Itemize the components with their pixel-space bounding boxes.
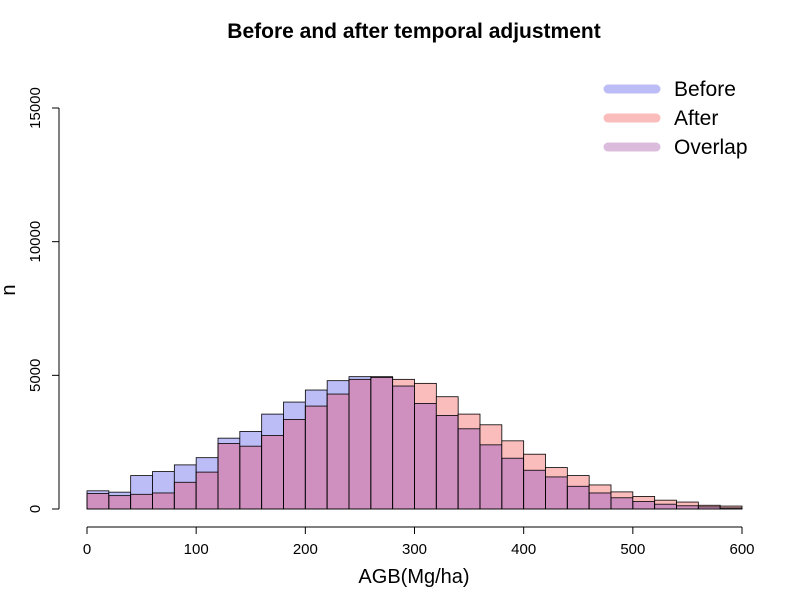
bar-after-15 [414, 383, 437, 404]
bar-overlap-1 [108, 495, 131, 509]
y-axis: 0 5000 10000 15000 [27, 87, 60, 513]
x-tick-label-0: 0 [83, 541, 91, 558]
bar-outline-after-29 [719, 505, 743, 510]
bar-after-14 [392, 379, 415, 387]
x-tick-label-5: 500 [620, 541, 645, 558]
bar-after-17 [458, 414, 480, 429]
x-tick-label-1: 100 [184, 541, 209, 558]
y-tick-label-0: 0 [27, 505, 44, 513]
x-tick-label-4: 400 [511, 541, 536, 558]
x-axis-label: AGB(Mg/ha) [358, 566, 469, 588]
bar-after-21 [545, 467, 568, 477]
bar-overlap-11 [327, 394, 349, 509]
bar-after-18 [480, 424, 502, 445]
bar-overlap-17 [458, 428, 480, 509]
y-tick-label-2: 10000 [27, 221, 44, 263]
bar-overlap-21 [545, 476, 568, 509]
bar-overlap-0 [87, 493, 109, 509]
legend-label-before: Before [674, 78, 736, 101]
bar-overlap-19 [501, 458, 524, 509]
bar-before-6 [218, 438, 240, 444]
bar-overlap-26 [654, 504, 677, 509]
bar-before-4 [174, 464, 197, 483]
bar-after-13 [370, 376, 393, 378]
bar-overlap-3 [152, 492, 175, 509]
chart-title: Before and after temporal adjustment [227, 20, 600, 43]
legend-label-after: After [674, 107, 718, 130]
bar-overlap-28 [698, 506, 721, 509]
bar-after-23 [589, 484, 611, 493]
bar-overlap-4 [174, 482, 197, 509]
bar-overlap-2 [130, 494, 153, 509]
bar-overlap-18 [480, 444, 502, 509]
bar-overlap-20 [523, 470, 546, 509]
bar-overlap-10 [305, 406, 328, 509]
bar-after-16 [436, 396, 459, 416]
bar-overlap-7 [239, 446, 262, 509]
bar-overlap-6 [218, 443, 240, 509]
bar-after-22 [567, 475, 590, 487]
bar-overlap-13 [370, 377, 393, 509]
y-tick-label-1: 5000 [27, 359, 44, 392]
x-axis: 0 100 200 300 400 500 600 [83, 526, 755, 558]
bar-overlap-24 [611, 497, 633, 509]
bar-before-10 [305, 390, 328, 407]
bar-overlap-9 [283, 419, 306, 509]
bar-before-11 [327, 380, 349, 395]
x-tick-label-6: 600 [729, 541, 754, 558]
bars-group [86, 376, 743, 510]
bar-overlap-25 [632, 501, 655, 509]
bar-before-1 [108, 492, 131, 496]
bar-after-24 [611, 491, 633, 498]
bar-before-8 [261, 414, 284, 436]
bar-overlap-5 [196, 472, 218, 509]
bar-before-5 [196, 457, 218, 473]
bar-before-7 [239, 431, 262, 447]
bar-after-26 [654, 500, 677, 505]
bar-after-29 [720, 506, 742, 508]
y-tick-label-3: 15000 [27, 87, 44, 129]
bar-overlap-14 [392, 386, 415, 509]
bar-before-12 [349, 376, 371, 380]
bar-overlap-15 [414, 403, 437, 509]
bar-overlap-8 [261, 435, 284, 509]
bar-before-2 [130, 475, 153, 495]
bar-overlap-27 [676, 505, 699, 509]
y-axis-label: n [0, 284, 20, 295]
bar-overlap-23 [589, 492, 611, 509]
bar-overlap-29 [720, 507, 742, 509]
x-tick-label-2: 200 [293, 541, 318, 558]
bar-before-0 [87, 490, 109, 494]
bar-after-25 [632, 496, 655, 502]
bar-overlap-12 [349, 379, 371, 509]
bar-after-20 [523, 454, 546, 471]
x-tick-label-3: 300 [402, 541, 427, 558]
bar-before-9 [283, 402, 306, 420]
bar-after-19 [501, 440, 524, 459]
bar-overlap-22 [567, 486, 590, 509]
bar-after-27 [676, 502, 699, 506]
legend: Before After Overlap [603, 78, 748, 159]
legend-label-overlap: Overlap [674, 136, 748, 159]
bar-after-28 [698, 505, 721, 507]
bar-before-3 [152, 471, 175, 493]
bar-overlap-16 [436, 415, 459, 509]
